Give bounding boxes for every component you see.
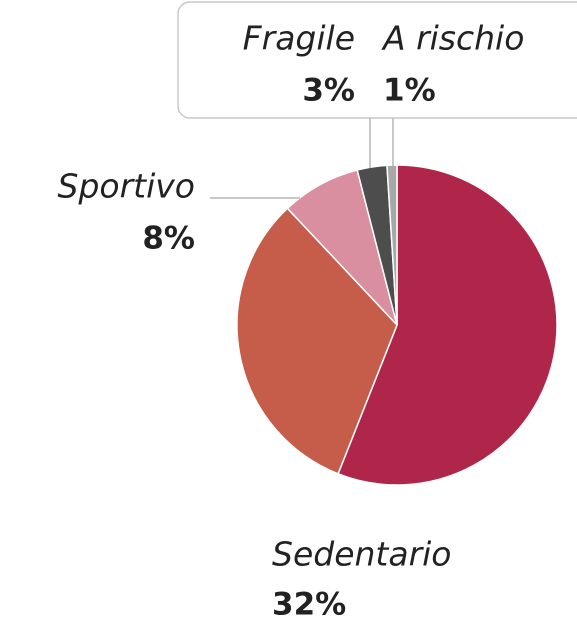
slice-label: Fragile [243, 19, 355, 58]
slice-label: Sedentario [272, 535, 452, 574]
value-label: 1% [383, 73, 436, 109]
value-label: 32% [272, 587, 346, 620]
slice-label: Sportivo [58, 167, 195, 206]
label-box [177, 1, 577, 119]
pie-slice [337, 164, 558, 486]
pie-slice [386, 164, 398, 326]
pie-slice [236, 207, 398, 475]
slice-label: A rischio [381, 19, 524, 58]
value-label: 8% [142, 221, 195, 257]
value-label: 3% [302, 73, 355, 109]
